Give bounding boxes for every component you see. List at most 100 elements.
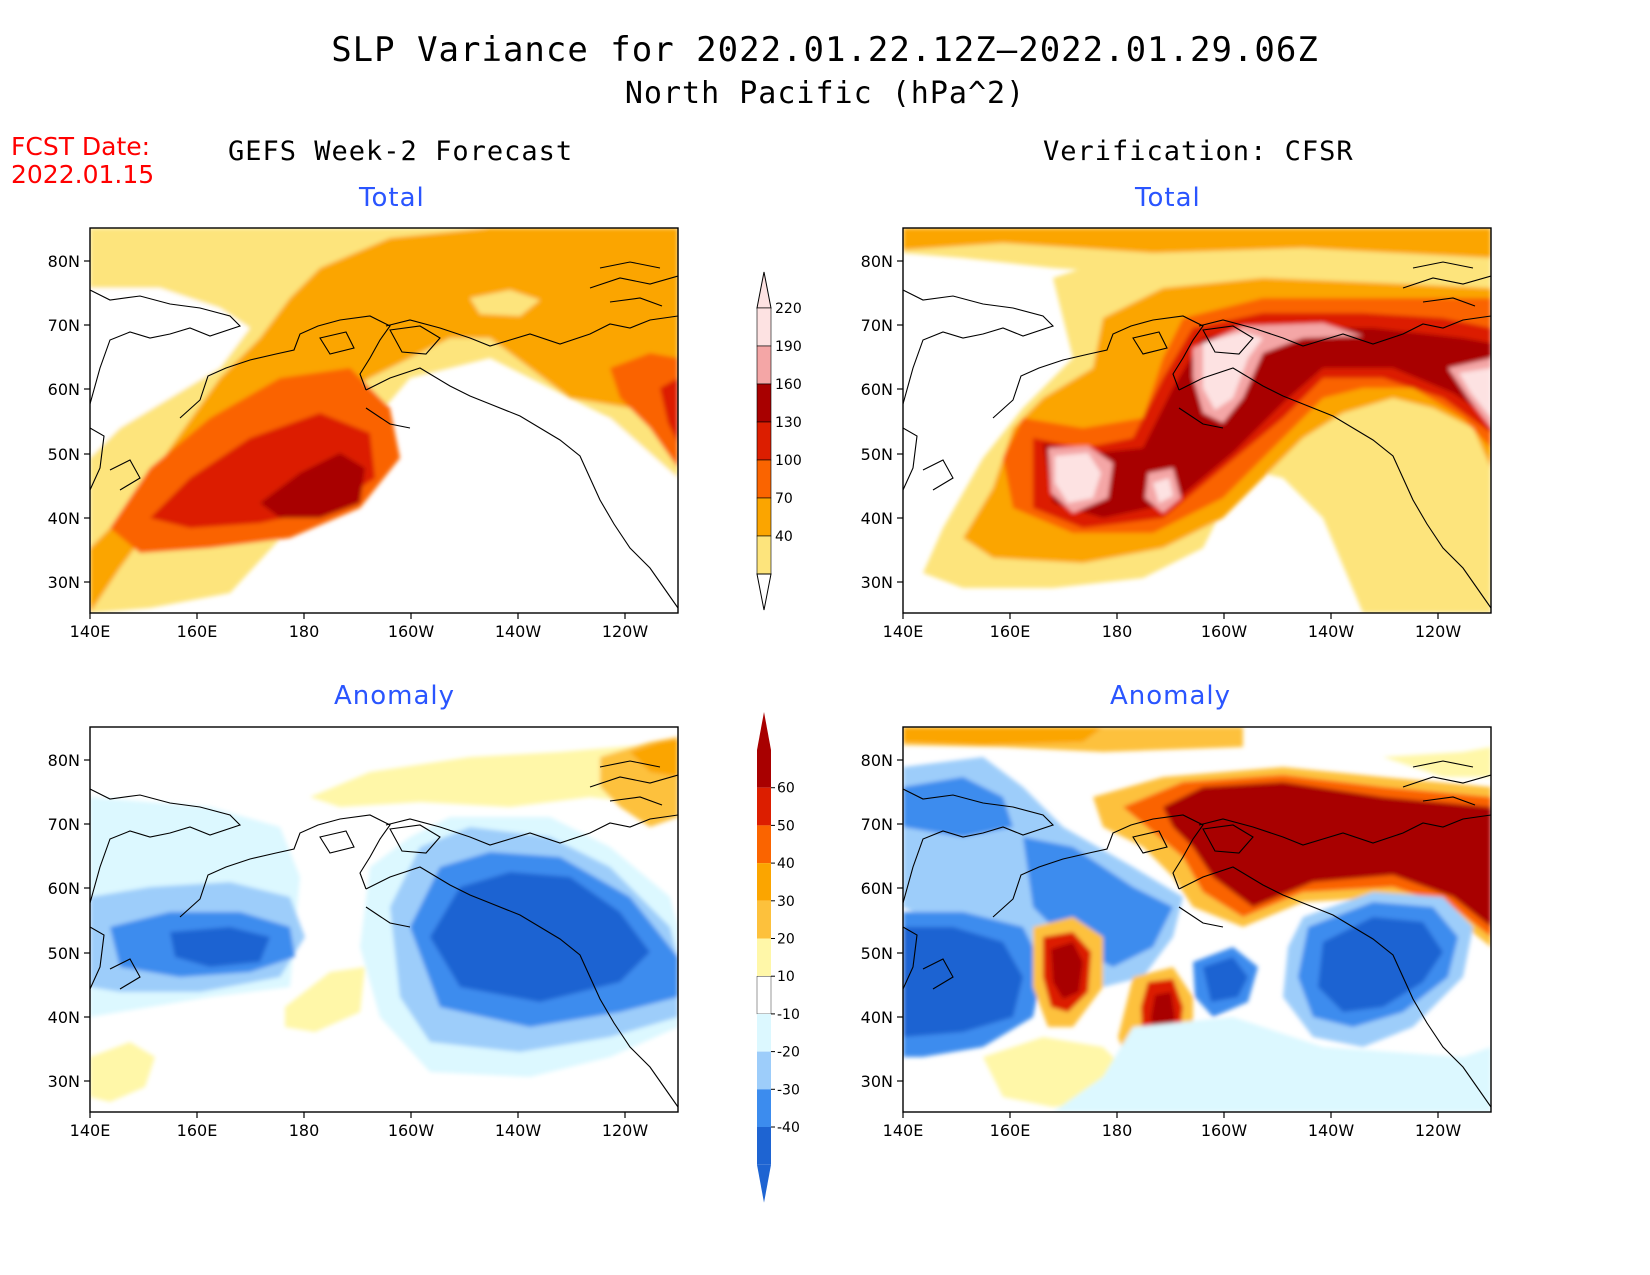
lon-tick-label: 140W xyxy=(1308,622,1355,641)
colorbar-top-cap xyxy=(756,271,772,309)
lat-tick-label: 30N xyxy=(48,573,80,592)
lon-tick-label: 120W xyxy=(602,622,649,641)
lon-tick-label: 140E xyxy=(883,622,924,641)
colorbar-swatch xyxy=(756,976,772,1015)
forecast-anomaly-label: Anomaly xyxy=(334,681,456,711)
lon-tick-label: 180 xyxy=(1102,1121,1133,1140)
lon-tick-label: 140W xyxy=(495,622,542,641)
colorbar-top-cap xyxy=(757,712,771,750)
map-frame: 80N 70N 60N 50N 40N 30N 140E 160E 180 160W 140W 120… xyxy=(48,227,679,641)
lat-tick-label: 50N xyxy=(48,445,80,464)
lon-tick-label: 160E xyxy=(990,1121,1031,1140)
lat-tick-label: 60N xyxy=(861,380,893,399)
fill-160-main xyxy=(1043,328,1491,518)
lat-tick-label: 70N xyxy=(861,316,893,335)
fill-pos10-sw xyxy=(90,1042,155,1102)
lat-tick-label: 40N xyxy=(48,1008,80,1027)
fill-neg-nw-dark xyxy=(903,777,1173,967)
verification-total-label: Total xyxy=(1135,183,1201,213)
map-frame: 80N 70N 60N 50N 40N 30N 140E 160E 180 160W 140W 120… xyxy=(861,227,1492,641)
lat-tick-label: 80N xyxy=(48,252,80,271)
fill-neg-ne3 xyxy=(1318,917,1443,1012)
lon-tick-label: 140W xyxy=(1308,1121,1355,1140)
lon-tick-label: 140E xyxy=(70,622,111,641)
lat-tick-label: 50N xyxy=(48,944,80,963)
fill-neg40-west xyxy=(170,927,270,967)
colorbar-swatch xyxy=(757,1013,771,1052)
fill-pos10-north xyxy=(310,742,678,807)
fill-neg40-mid xyxy=(430,872,650,1002)
lon-tick-label: 160W xyxy=(388,622,435,641)
lon-tick-label: 140W xyxy=(495,1121,542,1140)
fill-40-white-arctic xyxy=(90,288,250,458)
colorbar-tick-label: -40 xyxy=(777,1120,800,1136)
lon-tick-label: 180 xyxy=(289,622,320,641)
fill-160-core xyxy=(260,453,365,518)
lon-tick-label: 180 xyxy=(1102,622,1133,641)
colorbar-tick-label: 40 xyxy=(777,856,795,872)
fill-neg-small2 xyxy=(1203,957,1248,1002)
colorbar-swatch xyxy=(756,459,772,499)
colorbar-swatch xyxy=(757,1089,771,1127)
fill-pos-top2 xyxy=(903,727,1103,745)
lon-tick-label: 160E xyxy=(177,622,218,641)
lat-tick-label: 40N xyxy=(861,509,893,528)
colorbar-tick-label: 100 xyxy=(775,453,802,469)
fill-40-pocket xyxy=(470,290,540,316)
colorbar-tick-label: 220 xyxy=(775,301,802,317)
colorbar-swatch xyxy=(757,750,771,788)
lat-tick-label: 50N xyxy=(861,944,893,963)
colorbar-swatch xyxy=(756,421,772,461)
fill-70-band xyxy=(90,228,678,613)
map-forecast-anomaly xyxy=(90,727,678,1112)
fill-70-top xyxy=(903,228,1491,258)
colorbar-swatch xyxy=(757,863,771,901)
fcst-date-value: 2022.01.15 xyxy=(11,160,155,189)
lon-tick-label: 160W xyxy=(1201,622,1248,641)
colorbar-anomaly: 60 50 40 30 20 10 -10 -20 -30 -40 xyxy=(756,712,800,1203)
lat-tick-label: 40N xyxy=(861,1008,893,1027)
fill-neg-west-dark xyxy=(903,927,1023,1037)
lat-tick-label: 40N xyxy=(48,509,80,528)
map-forecast-total xyxy=(90,228,678,613)
fill-neg-south xyxy=(1053,1017,1491,1112)
lat-tick-label: 30N xyxy=(48,1072,80,1091)
colorbar-bottom-cap xyxy=(756,573,772,611)
colorbar-tick-label: 60 xyxy=(777,781,795,797)
fill-130-east xyxy=(660,378,678,443)
fill-pos10-mid xyxy=(285,967,365,1032)
colorbar-tick-label: -10 xyxy=(777,1007,800,1023)
colorbar-tick-label: 130 xyxy=(775,415,802,431)
fill-pos-big3 xyxy=(1163,782,1491,927)
colorbar-swatch xyxy=(757,1127,771,1165)
lat-tick-label: 80N xyxy=(861,252,893,271)
colorbar-swatch xyxy=(756,497,772,537)
colorbar-swatch xyxy=(757,1051,771,1090)
right-column-heading: Verification: CFSR xyxy=(1043,136,1354,167)
lon-tick-label: 160W xyxy=(388,1121,435,1140)
colorbar-tick-label: 30 xyxy=(777,894,795,910)
lat-tick-label: 60N xyxy=(48,380,80,399)
colorbar-tick-label: 20 xyxy=(777,932,795,948)
lat-tick-label: 50N xyxy=(861,445,893,464)
lat-tick-label: 30N xyxy=(861,573,893,592)
lat-tick-label: 70N xyxy=(48,316,80,335)
colorbar-total: 220 190 160 130 100 70 40 xyxy=(756,271,802,611)
lon-tick-label: 160E xyxy=(990,622,1031,641)
colorbar-tick-label: 50 xyxy=(777,818,795,834)
map-frame: 80N 70N 60N 50N 40N 30N 140E 160E 180 160W 140W 120… xyxy=(861,726,1492,1140)
lon-tick-label: 180 xyxy=(289,1121,320,1140)
colorbar-swatch xyxy=(757,900,771,939)
map-frame: 80N 70N 60N 50N 40N 30N 140E 160E 180 160W 140W 120… xyxy=(48,726,679,1140)
map-verification-anomaly xyxy=(903,727,1491,1112)
lon-tick-label: 140E xyxy=(70,1121,111,1140)
colorbar-swatch xyxy=(756,383,772,423)
lon-tick-label: 120W xyxy=(1415,622,1462,641)
colorbar-swatch xyxy=(757,938,771,977)
lat-tick-label: 70N xyxy=(48,815,80,834)
figure-title: SLP Variance for 2022.01.22.12Z–2022.01.… xyxy=(331,30,1319,70)
lat-tick-label: 30N xyxy=(861,1072,893,1091)
lon-tick-label: 120W xyxy=(1415,1121,1462,1140)
lat-tick-label: 80N xyxy=(48,751,80,770)
